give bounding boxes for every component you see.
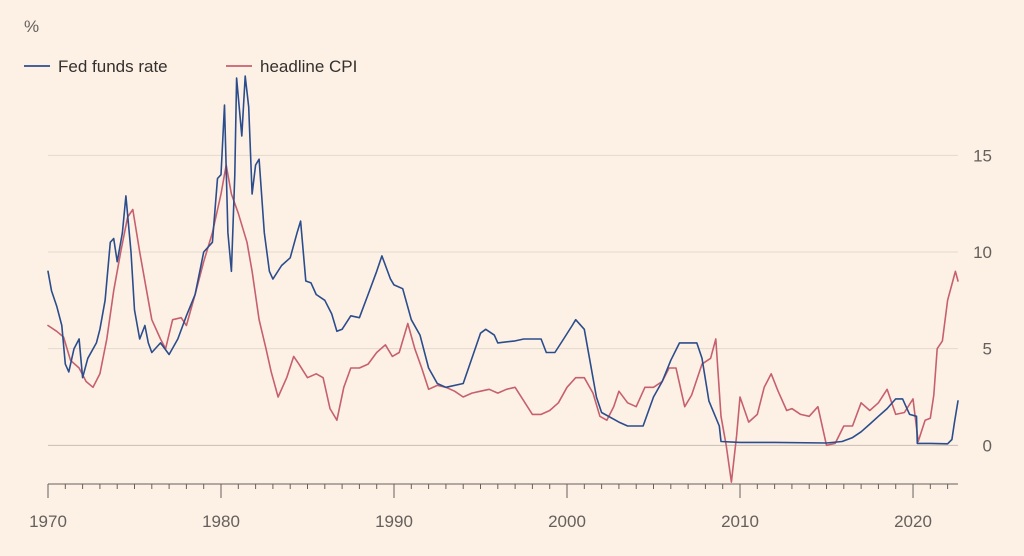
legend: Fed funds rate headline CPI — [24, 57, 357, 76]
y-tick-label: 0 — [983, 436, 992, 455]
x-tick-label: 1980 — [202, 512, 240, 531]
y-tick-label: 15 — [973, 146, 992, 165]
x-axis: 1970 1980 1990 2000 2010 2020 — [29, 483, 958, 531]
x-tick-label: 2020 — [894, 512, 932, 531]
gridlines — [48, 154, 958, 446]
y-axis-tick-labels: 0 5 10 15 — [973, 146, 992, 455]
legend-label-1: Fed funds rate — [58, 57, 168, 76]
x-tick-label: 2000 — [548, 512, 586, 531]
series-headline-cpi — [47, 164, 959, 483]
y-tick-label: 10 — [973, 243, 992, 262]
legend-label-2: headline CPI — [260, 57, 357, 76]
x-tick-label: 1990 — [375, 512, 413, 531]
y-tick-label: 5 — [983, 340, 992, 359]
series-fed-funds-rate — [47, 75, 959, 445]
series-lines — [47, 75, 959, 483]
unit-label: % — [24, 17, 39, 36]
x-tick-label: 1970 — [29, 512, 67, 531]
x-tick-label: 2010 — [721, 512, 759, 531]
